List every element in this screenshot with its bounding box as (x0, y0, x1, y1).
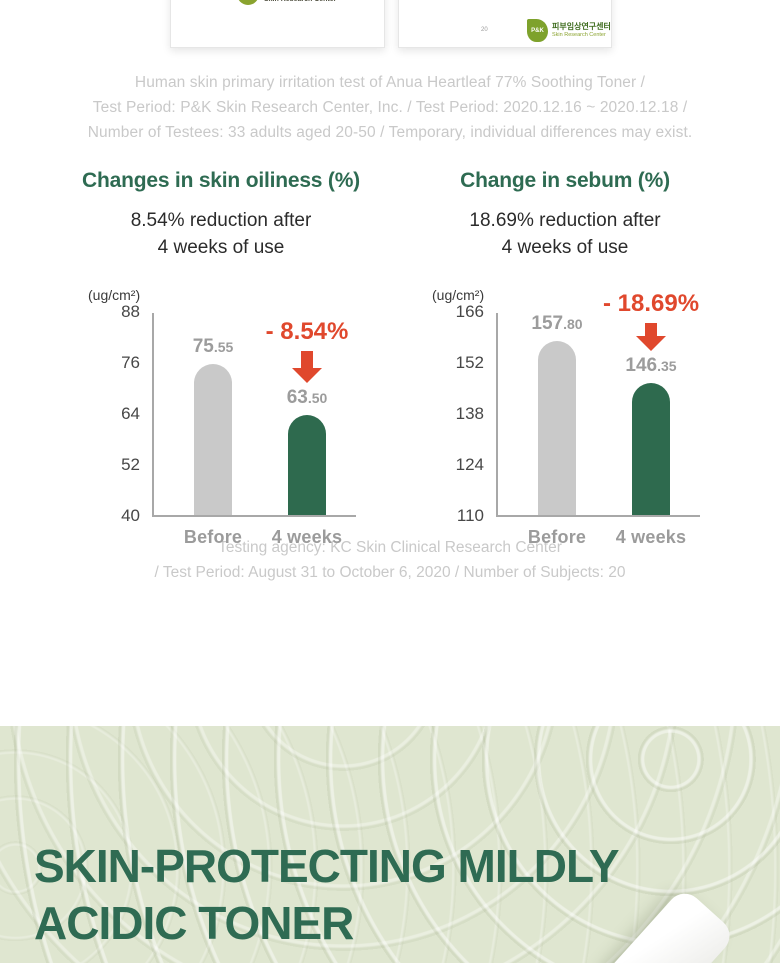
x-axis-label: Before (527, 527, 587, 547)
reduction-annotation: - 8.54% (227, 317, 387, 383)
disclaimer-line: Number of Testees: 33 adults aged 20-50 … (87, 124, 693, 141)
plot-area: 75.55 Before 63.50 4 weeks - 8.54% (152, 313, 356, 547)
sebum-column: Change in sebum (%) 18.69% reduction aft… (400, 169, 730, 547)
y-axis-tick-label: 88 (121, 302, 140, 321)
chart-title-sebum: Change in sebum (%) (460, 169, 670, 192)
y-axis: 88 76 64 52 40 (86, 302, 152, 525)
report-card-left: Skin Research Center (170, 0, 385, 48)
report-cards-row: Skin Research Center 20 P&K 피부임상연구센터 Ski… (0, 0, 780, 48)
chart-subtitle-oiliness: 8.54% reduction after 4 weeks of use (130, 210, 312, 258)
y-axis-tick-label: 40 (121, 506, 140, 525)
bar-4-weeks (632, 383, 670, 515)
y-axis-unit-label: (ug/cm²) (432, 287, 485, 303)
bar-before (194, 364, 232, 515)
reduction-annotation: - 18.69% (571, 289, 731, 351)
hero-banner: SKIN-PROTECTING MILDLY ACIDIC TONER (0, 726, 780, 963)
footer-note-line: / Test Period: August 31 to October 6, 2… (154, 564, 626, 581)
hero-heading: SKIN-PROTECTING MILDLY ACIDIC TONER (34, 840, 620, 949)
report-card-right: 20 P&K 피부임상연구센터 Skin Research Center (398, 0, 612, 48)
test-disclaimer: Human skin primary irritation test of An… (0, 70, 780, 145)
chart-subtitle-sebum: 18.69% reduction after 4 weeks of use (469, 210, 661, 258)
down-arrow-icon (636, 323, 666, 351)
bar-chart-oiliness: (ug/cm²) 88 76 64 52 40 75.55 Before 63.50 4 we… (86, 287, 356, 547)
bar-value-label: 157.80 (531, 313, 583, 334)
y-axis-tick-label: 110 (456, 506, 484, 525)
y-axis-unit-label: (ug/cm²) (88, 287, 141, 303)
x-axis-label: Before (183, 527, 243, 547)
disclaimer-line: Human skin primary irritation test of An… (134, 74, 646, 91)
product-bottle-image (603, 886, 737, 963)
pk-logo-english-text: Skin Research Center (552, 32, 606, 38)
x-axis-label: 4 weeks (271, 527, 343, 547)
disclaimer-line: Test Period: P&K Skin Research Center, I… (92, 99, 688, 116)
bar-value-label: 75.55 (192, 336, 234, 357)
y-axis-tick-label: 124 (455, 455, 484, 474)
bar-4-weeks (288, 415, 326, 515)
y-axis-tick-label: 152 (455, 353, 484, 372)
report-page-number: 20 (481, 27, 488, 33)
y-axis-tick-label: 64 (121, 404, 140, 423)
y-axis-tick-label: 52 (121, 455, 140, 474)
oiliness-column: Changes in skin oiliness (%) 8.54% reduc… (56, 169, 386, 547)
pk-logo-korean-text: 피부임상연구센터 (552, 22, 611, 31)
reduction-percent-text: - 18.69% (602, 290, 700, 317)
down-arrow-icon (292, 351, 322, 383)
bar-value-label: 63.50 (286, 387, 328, 408)
chart-title-oiliness: Changes in skin oiliness (%) (82, 169, 360, 192)
y-axis: 166 152 138 124 110 (430, 302, 496, 525)
pk-leaf-logo-icon: P&K (527, 19, 548, 42)
bar-before (538, 341, 576, 515)
reduction-percent-text: - 8.54% (265, 318, 349, 345)
x-axis-label: 4 weeks (615, 527, 687, 547)
card-logo-text: Skin Research Center (264, 0, 336, 3)
y-axis-tick-label: 166 (455, 302, 484, 321)
bar-value-label: 146.35 (625, 355, 677, 376)
charts-section: Changes in skin oiliness (%) 8.54% reduc… (0, 169, 780, 547)
leaf-logo-icon (237, 0, 259, 5)
y-axis-tick-label: 138 (455, 404, 484, 423)
plot-area: 157.80 Before 146.35 4 weeks - 18.69% (496, 290, 700, 547)
footer-note-line: Testing agency: KC Skin Clinical Researc… (218, 539, 562, 556)
bar-chart-sebum: (ug/cm²) 166 152 138 124 110 157.80 Before 146… (430, 287, 700, 547)
testing-agency-note: Testing agency: KC Skin Clinical Researc… (0, 535, 780, 585)
y-axis-tick-label: 76 (121, 353, 140, 372)
